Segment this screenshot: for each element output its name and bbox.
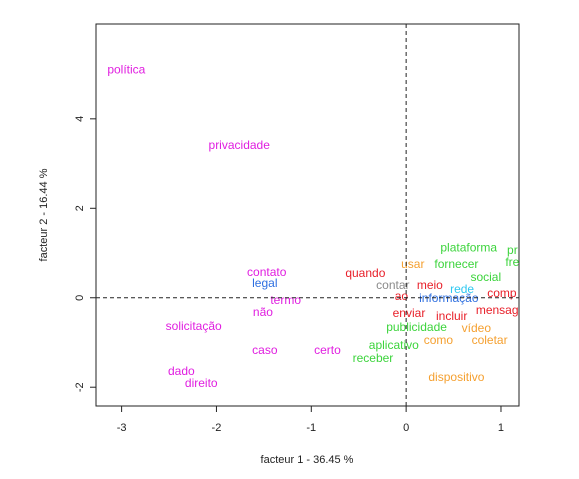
point-label: caso <box>252 343 278 357</box>
y-tick-label: 4 <box>74 116 86 122</box>
point-label: dado <box>168 364 195 378</box>
point-label: contar <box>376 278 409 292</box>
point-label: receber <box>353 351 394 365</box>
y-tick-label: -2 <box>74 382 86 392</box>
point-label: dispositivo <box>428 370 484 384</box>
x-tick-label: -2 <box>212 422 222 434</box>
point-label: rede <box>450 282 474 296</box>
point-label: certo <box>314 343 341 357</box>
point-label: legal <box>252 276 277 290</box>
point-label: meio <box>417 278 443 292</box>
point-label: coletar <box>472 333 508 347</box>
point-label: política <box>107 63 145 77</box>
point-label: privacidade <box>209 138 271 152</box>
point-label: não <box>253 305 273 319</box>
point-label: social <box>470 270 501 284</box>
point-label: pr <box>507 243 518 257</box>
point-label: vídeo <box>462 321 492 335</box>
point-label: aplicativo <box>369 338 419 352</box>
plot-frame <box>95 23 520 407</box>
y-axis-label: facteur 2 - 16.44 % <box>38 168 50 261</box>
x-tick-label: 1 <box>498 422 504 434</box>
x-axis-label: facteur 1 - 36.45 % <box>261 454 354 466</box>
y-tick-label: 0 <box>74 295 86 301</box>
point-label: publicidade <box>386 320 447 334</box>
point-label: incluir <box>436 309 467 323</box>
point-label: enviar <box>393 306 426 320</box>
point-label: ao <box>395 289 409 303</box>
point-label: plataforma <box>440 241 497 255</box>
point-label: fre <box>505 255 519 269</box>
point-label: usar <box>401 257 424 271</box>
point-label: direito <box>185 376 218 390</box>
point-label: quando <box>345 266 385 280</box>
y-tick-label: 2 <box>74 205 86 211</box>
point-label: mensag <box>476 303 519 317</box>
point-label: termo <box>270 293 301 307</box>
x-tick-label: -3 <box>117 422 127 434</box>
point-label: solicitação <box>166 319 222 333</box>
x-tick-label: -1 <box>306 422 316 434</box>
point-label: como <box>424 333 454 347</box>
x-tick-label: 0 <box>403 422 409 434</box>
point-label: fornecer <box>434 257 478 271</box>
point-label: comp <box>487 286 517 300</box>
point-label: contato <box>247 265 287 279</box>
